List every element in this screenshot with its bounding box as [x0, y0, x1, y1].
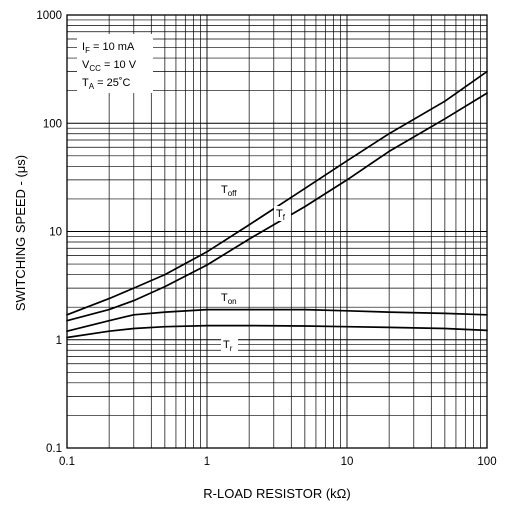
- grid: [67, 15, 487, 448]
- x-tick-label: 100: [477, 456, 496, 468]
- y-tick-label: 100: [43, 118, 62, 130]
- series-label-t-f: Tf: [276, 208, 286, 222]
- series-line-t-r: [66, 324, 488, 339]
- x-tick-label: 0.1: [59, 456, 75, 468]
- series-line-t-on: [66, 308, 488, 333]
- series-lines: [66, 70, 488, 339]
- series-label-t-off: Toff: [221, 184, 237, 198]
- series-label-t-r: Tr: [223, 339, 233, 353]
- series-label-bg: [219, 182, 246, 197]
- series-labels: Toff Tf Ton Tr: [219, 182, 291, 353]
- condition-ta: TA = 25˚C: [82, 77, 131, 91]
- tick-labels: 0.1 1 10 100 0.1 1 10 100 1000: [36, 10, 496, 468]
- test-conditions-box: IF = 10 mA VCC = 10 V TA = 25˚C: [77, 34, 153, 93]
- conditions-box-bg: [77, 34, 153, 93]
- y-axis-title: SWITCHING SPEED - (μs): [13, 155, 28, 311]
- series-label-t-on: Ton: [221, 292, 237, 306]
- x-axis-title: R-LOAD RESISTOR (kΩ): [203, 486, 350, 501]
- condition-if: IF = 10 mA: [82, 41, 135, 55]
- y-tick-label: 1000: [36, 10, 62, 22]
- y-tick-label: 1: [56, 335, 62, 347]
- series-label-bg: [274, 206, 291, 221]
- x-tick-label: 1: [204, 456, 210, 468]
- plot-frame: [66, 14, 488, 449]
- series-line-t-off: [66, 70, 488, 316]
- x-tick-label: 10: [341, 456, 354, 468]
- series-label-bg: [221, 337, 238, 352]
- series-label-bg: [219, 290, 241, 305]
- plot-area-border: [66, 14, 488, 449]
- condition-vcc: VCC = 10 V: [82, 59, 137, 73]
- y-tick-label: 10: [49, 227, 62, 239]
- y-tick-label: 0.1: [46, 443, 62, 455]
- series-line-t-f: [66, 92, 488, 322]
